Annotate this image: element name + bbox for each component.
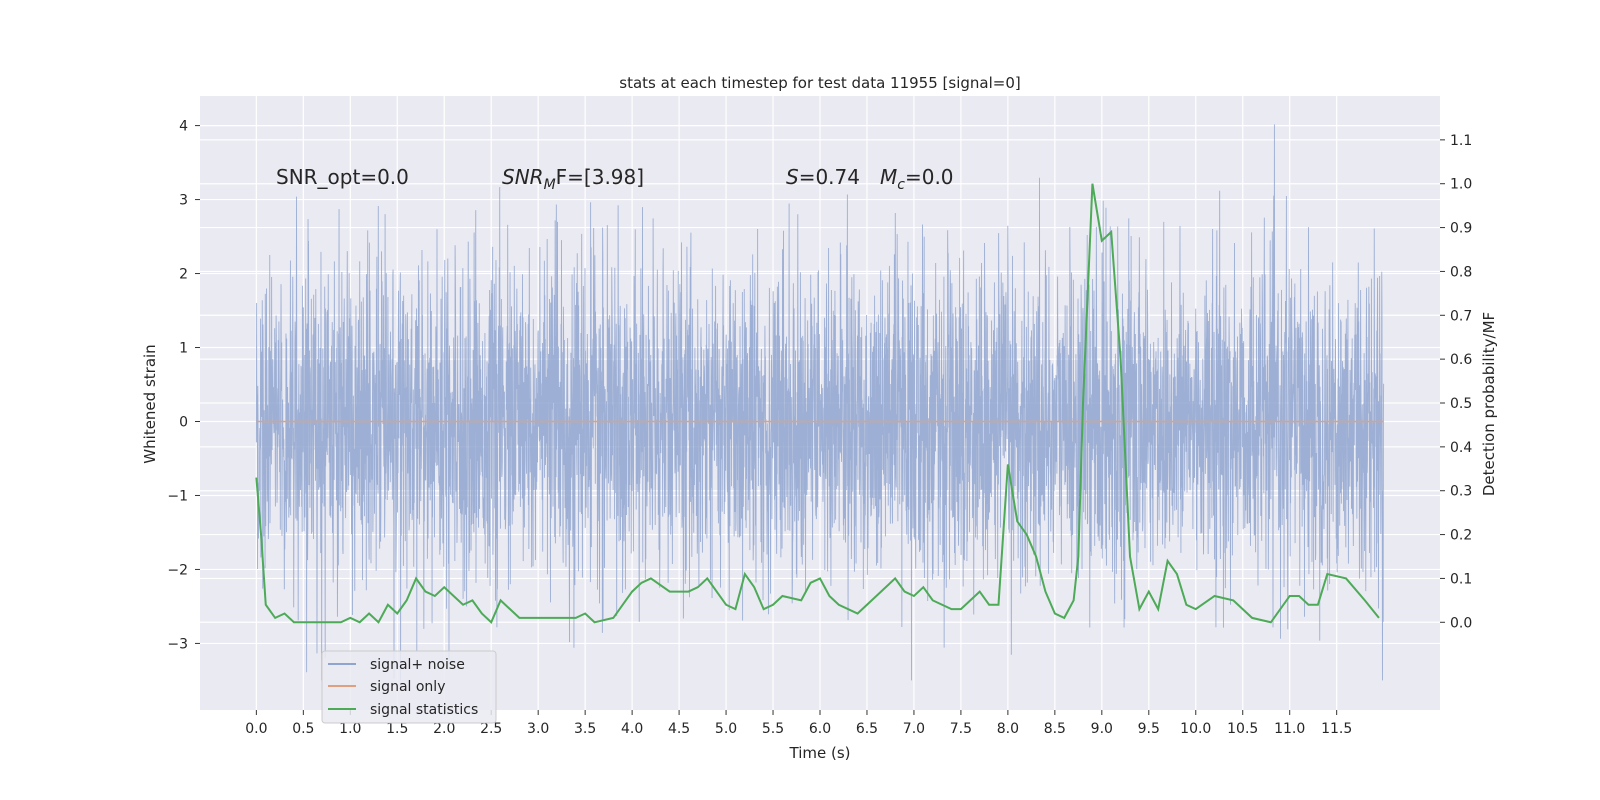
left-y-tick-label: −3 [167, 636, 188, 652]
signal-statistics-series [255, 183, 1380, 624]
x-tick-label: 8.0 [997, 721, 1019, 737]
x-tick-label: 3.0 [527, 721, 549, 737]
chart-title: stats at each timestep for test data 119… [619, 74, 1020, 92]
right-y-tick-label: 0.8 [1450, 264, 1472, 280]
x-tick-label: 10.5 [1227, 721, 1258, 737]
mc-main: M [880, 165, 897, 189]
x-tick-label: 10.0 [1180, 721, 1211, 737]
legend-label-signal-noise: signal+ noise [370, 657, 465, 673]
left-y-axis-label: Whitened strain [141, 344, 159, 463]
x-tick-label: 4.5 [668, 721, 690, 737]
right-y-tick-labels: 0.0 0.1 0.2 0.3 0.4 0.5 0.6 0.7 0.8 0.9 1.0 1.1 [1440, 133, 1472, 631]
left-y-tick-label: 0 [179, 414, 188, 430]
x-tick-label: 3.5 [574, 721, 596, 737]
x-tick-label: 5.0 [715, 721, 737, 737]
signal-statistics-line [255, 183, 1380, 624]
legend-label-signal-only: signal only [370, 679, 445, 695]
x-tick-label: 7.5 [950, 721, 972, 737]
s-main: S [786, 165, 799, 189]
right-y-tick-label: 1.1 [1450, 133, 1472, 149]
right-y-tick-label: 0.6 [1450, 352, 1472, 368]
left-y-tick-label: 3 [179, 193, 188, 209]
snr-mf-subscript: M [544, 177, 556, 193]
legend: signal+ noise signal only signal statist… [321, 650, 497, 724]
x-tick-label: 6.0 [809, 721, 831, 737]
x-tick-label: 6.5 [856, 721, 878, 737]
snr-mf-value: F=[3.98] [556, 165, 644, 189]
x-tick-label: 9.0 [1091, 721, 1113, 737]
signal-noise-line [255, 124, 1385, 681]
right-y-tick-label: 0.1 [1450, 571, 1472, 587]
x-tick-label: 0.0 [245, 721, 267, 737]
right-y-tick-label: 0.0 [1450, 615, 1472, 631]
snr-mf-main: SNR [502, 165, 544, 189]
x-tick-label: 7.0 [903, 721, 925, 737]
legend-label-signal-statistics: signal statistics [370, 702, 478, 718]
s-annotation: S=0.74 [786, 165, 860, 189]
snr-mf-annotation: SNRMF=[3.98] [502, 165, 644, 193]
right-y-tick-label: 0.5 [1450, 396, 1472, 412]
snr-opt-annotation: SNR_opt=0.0 [276, 165, 409, 189]
x-tick-label: 1.0 [339, 721, 361, 737]
annotations: SNR_opt=0.0 SNRMF=[3.98] S=0.74 Mc=0.0 [276, 165, 954, 193]
right-y-tick-label: 0.4 [1450, 440, 1472, 456]
x-tick-labels: 0.0 0.5 1.0 1.5 2.0 2.5 3.0 3.5 4.0 4.5 5.0 5.5 6.0 6… [245, 710, 1352, 737]
x-tick-label: 1.5 [386, 721, 408, 737]
right-y-axis-label: Detection probability/MF [1480, 312, 1498, 496]
mc-subscript: c [897, 177, 905, 193]
x-axis-label: Time (s) [789, 744, 851, 762]
mc-annotation: Mc=0.0 [880, 165, 954, 193]
x-tick-label: 8.5 [1044, 721, 1066, 737]
right-y-tick-label: 0.7 [1450, 308, 1472, 324]
left-y-tick-labels: −3 −2 −1 0 1 2 3 4 [167, 119, 200, 652]
left-y-tick-label: 1 [179, 341, 188, 357]
right-y-tick-label: 0.3 [1450, 484, 1472, 500]
x-tick-label: 2.0 [433, 721, 455, 737]
right-y-tick-label: 0.2 [1450, 528, 1472, 544]
x-tick-label: 4.0 [621, 721, 643, 737]
left-y-tick-label: −2 [167, 562, 188, 578]
s-value: =0.74 [799, 165, 860, 189]
left-y-tick-label: 4 [179, 119, 188, 135]
x-tick-label: 11.5 [1321, 721, 1352, 737]
x-tick-label: 2.5 [480, 721, 502, 737]
x-tick-label: 5.5 [762, 721, 784, 737]
x-tick-label: 11.0 [1274, 721, 1305, 737]
right-y-tick-label: 1.0 [1450, 177, 1472, 193]
mc-value: =0.0 [905, 165, 954, 189]
left-y-tick-label: −1 [167, 488, 188, 504]
x-tick-label: 9.5 [1138, 721, 1160, 737]
left-y-tick-label: 2 [179, 267, 188, 283]
legend-box [321, 650, 497, 724]
right-y-tick-label: 0.9 [1450, 221, 1472, 237]
signal-noise-series [255, 124, 1385, 681]
x-tick-label: 0.5 [292, 721, 314, 737]
